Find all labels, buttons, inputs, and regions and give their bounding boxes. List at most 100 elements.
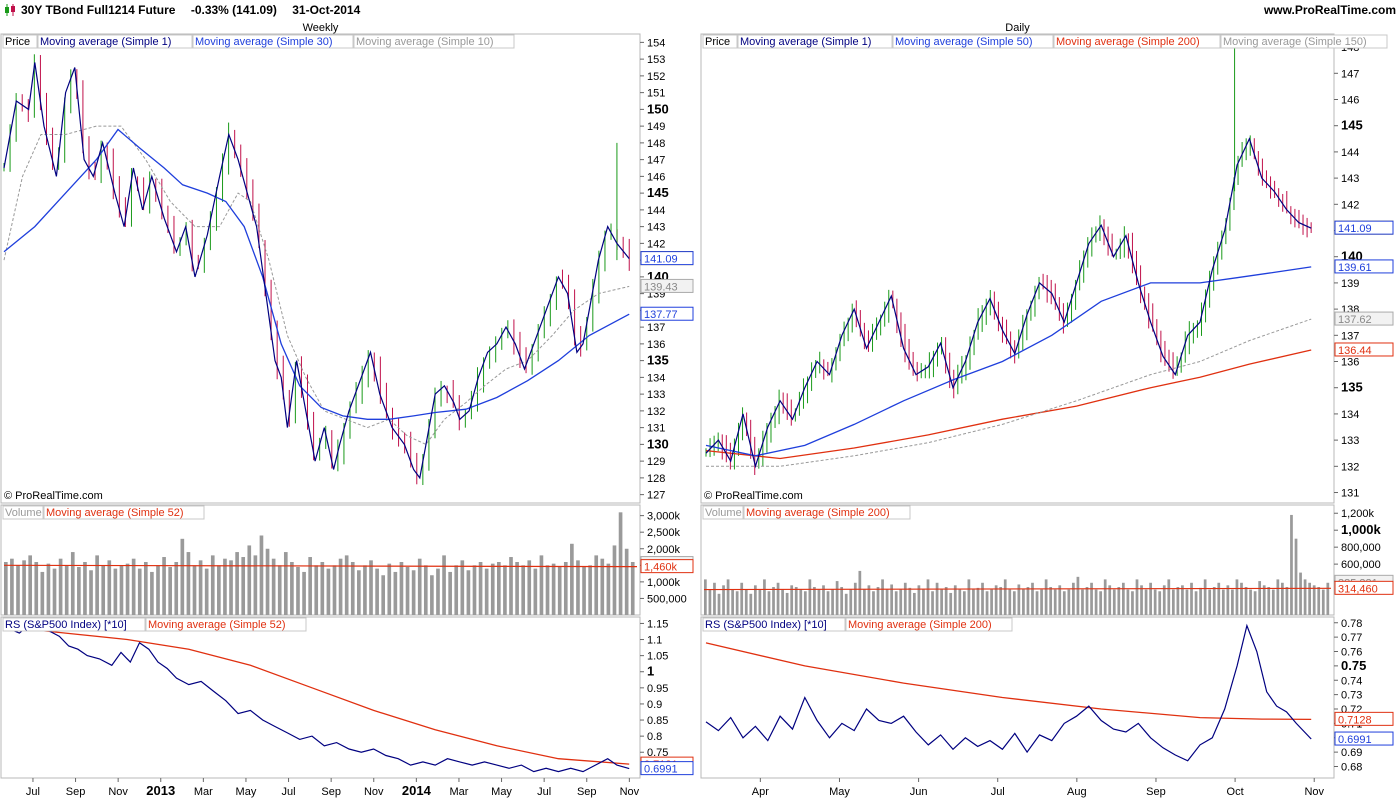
daily-rs-last-value-box: [1334, 731, 1394, 746]
daily-volume-bar: [926, 579, 930, 615]
daily-price-y-axis-tick-label: 139: [1341, 278, 1359, 290]
weekly-rs-y-axis-tick-label: 1.05: [647, 651, 668, 663]
weekly-volume-bar: [533, 568, 538, 615]
weekly-price-y-axis-tick-label: 130: [647, 436, 669, 451]
daily-volume-bar: [1285, 587, 1289, 615]
daily-volume-bar: [1112, 589, 1116, 615]
daily-volume-bar: [1253, 591, 1257, 615]
weekly-volume-bar: [350, 562, 355, 615]
weekly-rs-last-value-box: [640, 761, 694, 776]
daily-price-y-axis-tick-label: 132: [1341, 461, 1359, 473]
daily-price-y-axis-tick-label: 144: [1341, 147, 1359, 159]
weekly-price-y-axis-tick-label: 148: [647, 138, 665, 150]
daily-volume-bar: [1135, 579, 1139, 615]
weekly-volume-bar: [472, 565, 477, 615]
weekly-x-axis-label: Mar: [194, 786, 213, 798]
weekly-volume-bar: [40, 571, 45, 615]
daily-volume-bar: [1208, 589, 1212, 615]
daily-volume-ma-line: [703, 587, 1332, 591]
weekly-volume-bar: [107, 560, 112, 615]
website-link[interactable]: www.ProRealTime.com: [1263, 3, 1396, 17]
daily-volume-bar: [903, 582, 907, 615]
daily-volume-bar: [990, 589, 993, 615]
daily-volume-bar: [1040, 589, 1043, 615]
daily-grey-ma-line: [706, 318, 1312, 467]
weekly-volume-bar: [119, 565, 124, 615]
weekly-volume-bar: [283, 552, 288, 615]
weekly-volume-bar: [125, 563, 130, 615]
weekly-volume-bar: [423, 565, 428, 615]
daily-volume-bar: [890, 584, 894, 615]
daily-volume-bar: [1108, 585, 1112, 615]
weekly-blue-ma-line: [3, 128, 630, 420]
weekly-price-y-axis-tick-label: 135: [647, 353, 669, 368]
daily-rs-last-value-box: [1334, 711, 1394, 726]
weekly-volume-bar: [265, 548, 270, 615]
daily-volume-legend-item-box: [702, 505, 744, 520]
daily-volume-bar: [1308, 582, 1312, 615]
daily-volume-bar: [808, 579, 812, 615]
daily-volume-bar: [917, 585, 921, 615]
daily-volume-bar: [708, 589, 712, 615]
weekly-volume-bar: [22, 560, 26, 615]
daily-volume-bar: [985, 591, 989, 615]
daily-volume-bar: [1053, 589, 1057, 615]
weekly-volume-bar: [4, 562, 8, 615]
daily-volume-bar: [931, 591, 934, 615]
weekly-volume-bar: [174, 562, 179, 615]
weekly-price-y-axis-tick-label: 142: [647, 238, 665, 250]
daily-volume-bar: [1044, 579, 1048, 615]
daily-rs-y-axis-tick-label: 0.68: [1341, 762, 1362, 774]
daily-volume-bar: [799, 589, 803, 615]
weekly-volume-bar: [369, 560, 373, 615]
daily-volume-bar: [1017, 584, 1021, 615]
daily-volume-last-value-label: 314,460: [1338, 583, 1378, 595]
daily-volume-bar: [1162, 585, 1166, 615]
weekly-volume-bar: [454, 565, 459, 615]
weekly-x-axis-label: 2013: [146, 783, 175, 798]
weekly-volume-bar: [618, 512, 623, 615]
daily-rs-legend-item: RS (S&P500 Index) [*10]: [705, 619, 827, 631]
daily-volume-bar: [935, 582, 939, 615]
weekly-volume-legend-item-box: [2, 505, 44, 520]
weekly-volume-bar: [478, 562, 483, 615]
weekly-volume-bar: [448, 571, 452, 615]
weekly-volume-bar: [70, 552, 75, 615]
daily-volume-bar: [881, 579, 884, 615]
weekly-x-axis-label: Jul: [282, 786, 296, 798]
weekly-x-axis-label: May: [236, 786, 257, 798]
daily-price-legend-item-box: [1220, 34, 1388, 49]
weekly-rs-y-axis-tick-label: 0.95: [647, 683, 668, 695]
daily-volume-bar: [908, 587, 912, 615]
weekly-volume-bar: [137, 568, 142, 615]
daily-x-axis-label: Aug: [1067, 786, 1087, 798]
weekly-price-legend-item: Price: [5, 36, 30, 48]
daily-price-y-axis-tick-label: 131: [1341, 488, 1359, 500]
weekly-volume-last-value-label: 1,460k: [644, 562, 678, 574]
weekly-volume-bar: [320, 562, 325, 615]
daily-volume-bar: [1217, 582, 1221, 615]
daily-x-axis-label: Sep: [1146, 786, 1166, 798]
weekly-volume-bar: [588, 565, 592, 615]
daily-price-y-axis-tick-label: 137: [1341, 330, 1359, 342]
weekly-x-axis-label: Nov: [108, 786, 128, 798]
daily-volume-bar: [1140, 585, 1143, 615]
daily-volume-bar: [731, 589, 734, 615]
weekly-price-y-axis-tick-label: 137: [647, 322, 665, 334]
daily-volume-tick-label: 1,200k: [1341, 508, 1375, 520]
daily-price-line: [705, 137, 1312, 469]
daily-x-axis-label: Jun: [910, 786, 928, 798]
daily-volume-bar: [994, 585, 998, 615]
weekly-volume-bar: [150, 571, 154, 615]
weekly-volume-bar: [442, 555, 446, 615]
weekly-volume-bar: [326, 568, 331, 615]
weekly-rs-legend-item-box: [145, 617, 307, 632]
weekly-volume-bar: [582, 566, 586, 615]
daily-volume-bar: [1031, 582, 1034, 615]
weekly-price-legend-item-box: [2, 34, 38, 49]
daily-volume-bar: [922, 589, 925, 615]
daily-volume-bar: [749, 593, 753, 615]
weekly-rs-line: [3, 619, 630, 773]
weekly-volume-bar: [430, 575, 434, 615]
